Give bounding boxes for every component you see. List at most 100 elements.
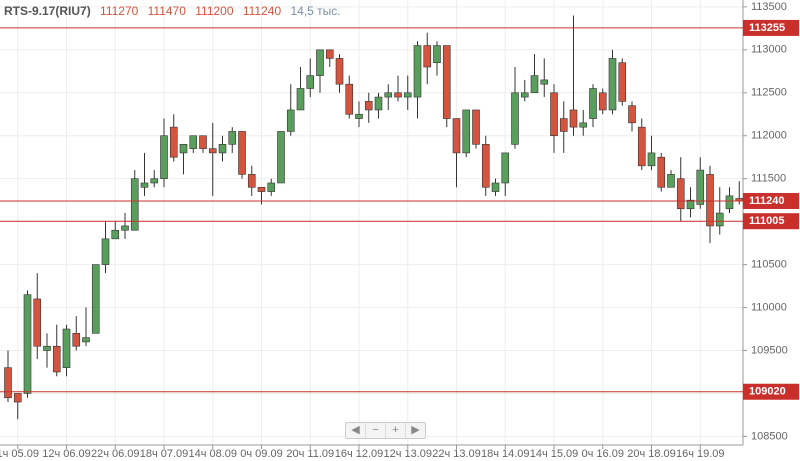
candle-body (598, 92, 607, 111)
candle-body (364, 101, 373, 111)
x-tick-label: 22ч 13.09 (432, 448, 481, 460)
candle-body (91, 264, 100, 334)
candle-body (559, 118, 568, 132)
candle-body (169, 126, 178, 158)
candle-body (589, 88, 597, 119)
candle-body (150, 178, 159, 184)
scroll-right[interactable]: ▶ (411, 424, 420, 436)
candle-body (520, 92, 529, 98)
y-tick-label: 113000 (751, 44, 787, 56)
candle-body (637, 126, 646, 167)
y-tick-label: 111500 (751, 173, 786, 185)
x-tick-label: 12ч 06.09 (42, 448, 91, 460)
candle-body (286, 109, 295, 132)
zoom-in[interactable]: + (386, 423, 406, 438)
candle-body (394, 92, 402, 98)
candle-body (316, 49, 324, 76)
candle-body (101, 238, 110, 265)
candle-body (696, 169, 705, 205)
candle-body (667, 174, 675, 188)
candle-body (199, 135, 207, 149)
candle-body (608, 58, 617, 111)
candle-body (257, 186, 266, 192)
symbol: RTS-9.17(RIU7) (4, 4, 91, 18)
zoom-out[interactable]: − (366, 423, 386, 438)
level-label: 111240 (749, 195, 785, 207)
candle-body (345, 83, 354, 115)
candle-body (13, 393, 22, 403)
candle-body (628, 105, 636, 124)
candle-body (433, 45, 441, 64)
candle-body (550, 92, 558, 137)
candle-body (374, 96, 383, 111)
y-tick-label: 110500 (751, 259, 787, 271)
scroll-left[interactable]: ◀ (346, 423, 366, 438)
candle-body (452, 118, 461, 154)
x-tick-label: 18ч 07.09 (140, 448, 189, 460)
x-tick-label: 20ч 11.09 (286, 448, 334, 460)
y-tick-label: 110000 (751, 301, 787, 313)
candle-body (325, 49, 334, 59)
x-tick-label: 16ч 19.09 (676, 448, 725, 460)
candle-body (72, 333, 81, 347)
candle-body (657, 156, 666, 188)
candle-body (4, 367, 12, 399)
candle-body (423, 45, 432, 68)
open: 111270 (100, 4, 139, 18)
high: 111470 (147, 4, 186, 18)
candle-body (676, 178, 685, 210)
y-tick-label: 112500 (751, 87, 787, 99)
candle-body (208, 148, 217, 154)
x-tick-label: 12ч 13.09 (383, 448, 432, 460)
candle-body (540, 79, 549, 85)
level-label: 113255 (749, 22, 785, 34)
candle-body (82, 337, 90, 343)
candle-body (442, 45, 451, 119)
x-tick-label: 14ч 08.09 (188, 448, 237, 460)
candle-body (228, 131, 237, 145)
candle-body (569, 109, 578, 128)
y-tick-label: 113500 (751, 1, 787, 13)
x-tick-label: 0ч 16.09 (582, 448, 624, 460)
candle-body (121, 225, 129, 231)
candle-body (530, 75, 539, 94)
candle-body (647, 152, 656, 167)
candle-body (111, 229, 120, 240)
low: 111200 (195, 4, 234, 18)
candle-body (277, 131, 285, 184)
candle-body (715, 212, 724, 227)
candle-body (335, 58, 344, 85)
candle-body (491, 182, 500, 192)
candle-body (618, 62, 627, 102)
x-tick-label: 0ч 09.09 (240, 448, 282, 460)
level-label: 109020 (749, 386, 786, 398)
y-tick-label: 112000 (751, 130, 787, 142)
x-tick-label: 16ч 12.09 (335, 448, 384, 460)
candle-body (579, 122, 588, 128)
candle-body (130, 178, 139, 231)
candle-body (462, 109, 471, 154)
candle-body (43, 345, 51, 351)
candle-body (686, 199, 695, 210)
volume: 14,5 тыс. (290, 4, 341, 18)
candle-body (62, 328, 71, 368)
candle-body (267, 182, 276, 192)
candle-body (413, 45, 422, 98)
candle-body (355, 113, 363, 119)
header: RTS-9.17(RIU7) 111270 111470 111200 1112… (4, 4, 347, 18)
candle-body (706, 174, 714, 227)
x-tick-label: 22ч 06.09 (91, 448, 140, 460)
y-tick-label: 108500 (751, 430, 788, 442)
y-tick-label: 109500 (751, 344, 788, 356)
navigator: ◀ − + ▶ (345, 422, 426, 439)
close: 111240 (242, 4, 282, 18)
candle-body (218, 144, 227, 154)
level-badge (743, 19, 799, 36)
level-badge (743, 383, 799, 400)
candle-body (725, 195, 734, 210)
candle-body (33, 298, 42, 347)
candle-body (52, 345, 61, 373)
x-tick-label: 18ч 14.09 (481, 448, 530, 460)
